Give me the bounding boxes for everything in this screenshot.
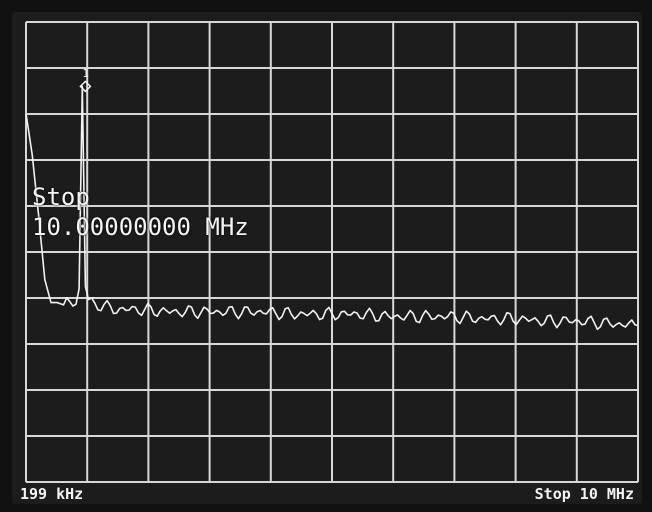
spectrum-trace — [25, 85, 639, 331]
marker-1[interactable] — [79, 80, 92, 93]
marker-diamond-icon[interactable] — [79, 80, 92, 93]
start-frequency-label: 199 kHz — [20, 485, 84, 503]
spectrum-display — [25, 21, 639, 483]
graticule — [25, 21, 639, 483]
stop-annotation-title: Stop — [32, 183, 90, 211]
analyzer-screen: 1 Stop 10.00000000 MHz 199 kHz Stop 10 M… — [12, 12, 642, 504]
stop-frequency-label: Stop 10 MHz — [534, 485, 634, 503]
marker-number-label: 1 — [82, 67, 89, 81]
stop-annotation-value: 10.00000000 MHz — [32, 213, 249, 241]
